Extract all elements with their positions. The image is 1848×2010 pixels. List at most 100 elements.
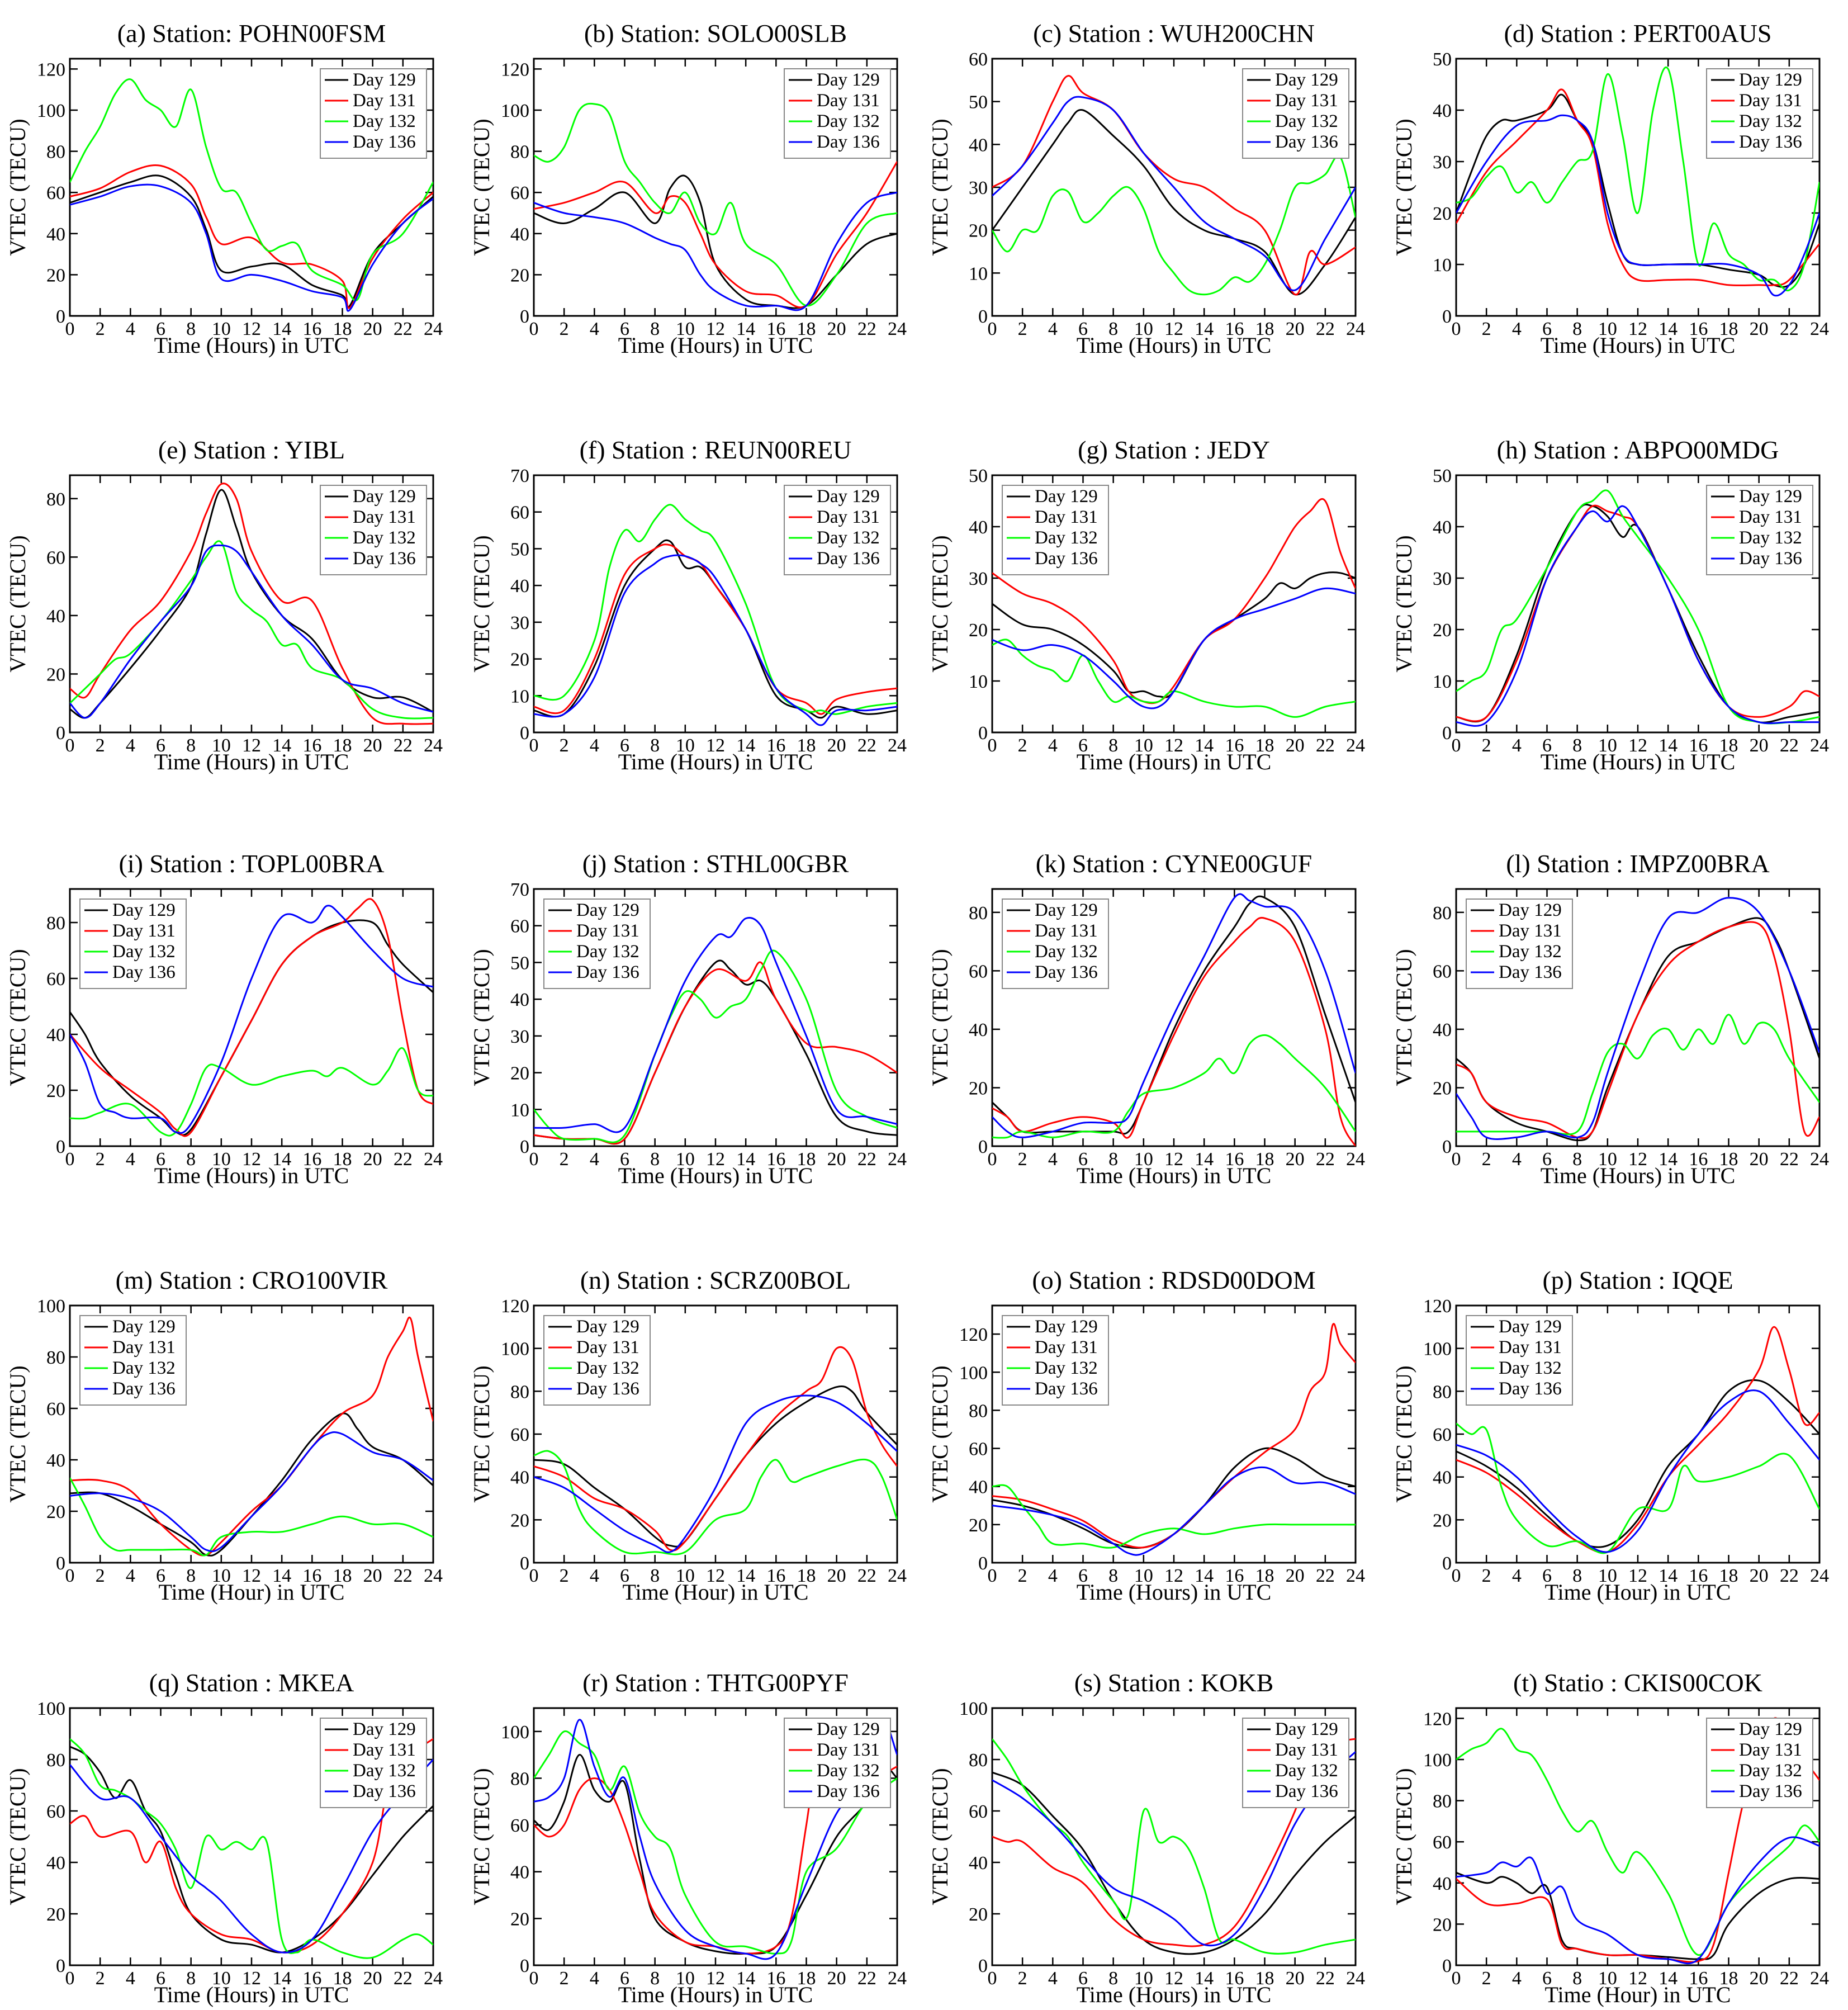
y-tick-label: 20	[1433, 1078, 1452, 1099]
y-tick-label: 0	[56, 723, 65, 744]
y-tick-label: 70	[510, 466, 529, 486]
legend-label: Day 132	[817, 111, 880, 131]
legend-label: Day 132	[1499, 942, 1562, 962]
x-tick-label: 22	[1780, 319, 1799, 339]
y-tick-label: 60	[46, 969, 65, 990]
series-line-day-136	[70, 1431, 433, 1553]
x-tick-label: 22	[394, 1566, 413, 1586]
x-tick-label: 2	[96, 735, 105, 756]
y-tick-label: 40	[969, 517, 988, 538]
series-line-day-131	[534, 1346, 897, 1552]
series-line-day-132	[534, 949, 897, 1143]
y-tick-label: 120	[501, 1296, 529, 1317]
x-tick-label: 4	[590, 319, 599, 339]
x-tick-label: 10	[1598, 319, 1617, 339]
x-tick-label: 4	[590, 735, 599, 756]
legend-box	[784, 68, 891, 159]
x-tick-label: 10	[1598, 1968, 1617, 1989]
legend-label: Day 129	[353, 70, 416, 90]
legend-label: Day 129	[817, 70, 880, 90]
legend-label: Day 129	[1035, 1317, 1098, 1337]
x-tick-label: 24	[888, 319, 907, 339]
x-tick-label: 16	[1689, 1566, 1708, 1586]
x-tick-label: 24	[1810, 319, 1829, 339]
x-tick-label: 4	[1512, 735, 1522, 756]
y-tick-label: 60	[969, 1439, 988, 1460]
y-tick-label: 40	[1433, 1020, 1452, 1041]
y-tick-label: 40	[46, 224, 65, 245]
y-axis-label: VTEC (TECU)	[5, 1365, 30, 1503]
series-line-day-136	[1456, 897, 1819, 1140]
x-tick-label: 24	[424, 1149, 443, 1170]
legend-label: Day 131	[1499, 1337, 1562, 1358]
y-tick-label: 100	[37, 1296, 65, 1317]
x-tick-label: 24	[888, 735, 907, 756]
legend-label: Day 132	[1739, 1761, 1802, 1781]
x-tick-label: 14	[1195, 1968, 1214, 1989]
legend-label: Day 132	[1499, 1358, 1562, 1378]
x-tick-label: 16	[1225, 735, 1244, 756]
x-tick-label: 18	[333, 1968, 352, 1989]
x-tick-label: 12	[1164, 735, 1183, 756]
series-line-day-136	[992, 587, 1356, 710]
x-tick-label: 0	[988, 319, 997, 339]
series-line-day-132	[992, 1034, 1356, 1139]
x-tick-label: 4	[1512, 319, 1522, 339]
x-tick-label: 10	[676, 319, 695, 339]
x-tick-label: 4	[590, 1566, 599, 1586]
x-tick-label: 16	[302, 1149, 321, 1170]
x-tick-label: 18	[797, 1968, 816, 1989]
legend-box	[1002, 485, 1109, 575]
y-tick-label: 20	[46, 1904, 65, 1925]
y-tick-label: 40	[969, 1020, 988, 1041]
x-tick-label: 4	[1048, 1968, 1058, 1989]
x-tick-label: 14	[272, 1566, 291, 1586]
legend-label: Day 131	[1739, 507, 1802, 527]
legend-box	[320, 485, 427, 575]
x-tick-label: 16	[1689, 735, 1708, 756]
legend-label: Day 129	[112, 1317, 176, 1337]
x-tick-label: 16	[302, 319, 321, 339]
series-line-day-129	[1456, 93, 1819, 288]
y-tick-label: 80	[46, 142, 65, 163]
x-tick-label: 2	[560, 1149, 569, 1170]
x-tick-label: 20	[827, 1968, 846, 1989]
legend-label: Day 136	[817, 132, 880, 152]
x-tick-label: 18	[333, 1149, 352, 1170]
legend-label: Day 132	[1275, 111, 1338, 131]
legend-box	[784, 1718, 891, 1808]
x-tick-label: 22	[394, 319, 413, 339]
y-tick-label: 60	[1433, 961, 1452, 982]
x-tick-label: 12	[242, 1968, 261, 1989]
x-tick-label: 22	[1780, 1968, 1799, 1989]
x-tick-label: 20	[363, 1566, 382, 1586]
legend-label: Day 136	[576, 962, 639, 982]
x-tick-label: 14	[1659, 1566, 1678, 1586]
y-tick-label: 40	[969, 135, 988, 155]
x-tick-label: 16	[302, 735, 321, 756]
x-tick-label: 10	[212, 1149, 231, 1170]
x-tick-label: 14	[736, 1566, 755, 1586]
x-tick-label: 2	[96, 1968, 105, 1989]
y-tick-label: 100	[1423, 1750, 1452, 1771]
x-tick-label: 22	[1316, 1566, 1335, 1586]
x-tick-label: 18	[1719, 735, 1738, 756]
series-line-day-131	[534, 161, 897, 309]
x-tick-label: 0	[1452, 735, 1461, 756]
x-tick-label: 20	[1750, 319, 1769, 339]
x-tick-label: 14	[1659, 735, 1678, 756]
x-tick-label: 8	[186, 1968, 196, 1989]
x-tick-label: 22	[394, 735, 413, 756]
y-axis-label: VTEC (TECU)	[1391, 119, 1416, 256]
x-tick-label: 8	[186, 1566, 196, 1586]
x-tick-label: 2	[96, 319, 105, 339]
x-tick-label: 8	[1108, 319, 1118, 339]
series-line-day-131	[70, 483, 433, 725]
x-tick-label: 24	[1810, 735, 1829, 756]
x-tick-label: 10	[212, 1566, 231, 1586]
x-tick-label: 10	[1134, 1968, 1153, 1989]
